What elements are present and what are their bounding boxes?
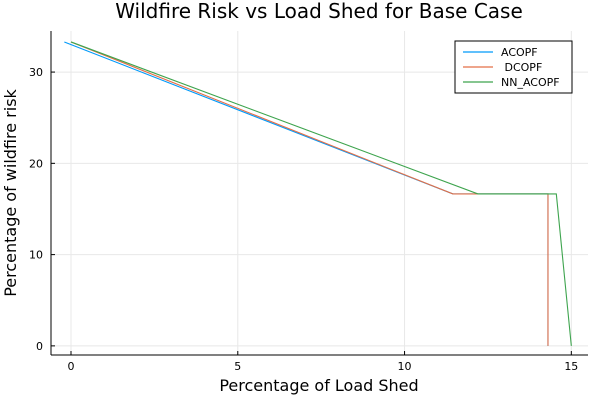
x-axis-label: Percentage of Load Shed [219,376,418,395]
legend-label-dcopf: DCOPF [501,61,542,74]
chart-title: Wildfire Risk vs Load Shed for Base Case [115,0,523,23]
series-group [64,41,572,346]
x-tick-label: 5 [234,360,241,373]
y-axis-label: Percentage of wildfire risk [1,88,20,296]
x-tick-label: 10 [398,360,412,373]
x-tick-label: 15 [564,360,578,373]
legend-label-acopf: ACOPF [501,46,538,59]
axes: 0 5 10 15 0 10 20 30 [29,31,588,373]
x-tick-label: 0 [68,360,75,373]
y-tick-label: 30 [29,66,43,79]
y-tick-label: 0 [36,340,43,353]
legend-label-nn-acopf: NN_ACOPF [501,76,560,89]
y-tick-label: 20 [29,157,43,170]
y-tick-label: 10 [29,249,43,262]
series-line-nn-acopf [70,41,572,346]
legend: ACOPF DCOPF NN_ACOPF [454,40,573,94]
